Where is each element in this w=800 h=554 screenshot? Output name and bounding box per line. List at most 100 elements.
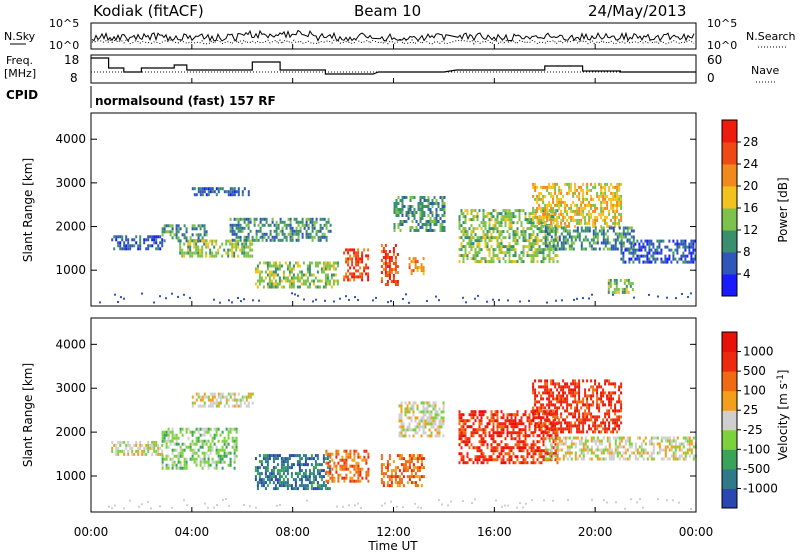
echo-cell [177, 436, 180, 440]
echo-cell [294, 487, 297, 491]
echo-cell [271, 238, 274, 242]
echo-cell [496, 413, 499, 417]
echo-cell [177, 466, 180, 470]
echo-cell [464, 254, 467, 258]
echo-cell [316, 481, 319, 485]
echo-cell [536, 218, 539, 222]
echo-cell [235, 235, 238, 239]
echo-cell [546, 188, 549, 192]
echo-cell [316, 285, 319, 289]
echo-cell [464, 251, 467, 255]
echo-cell [484, 242, 487, 246]
echo-cell [490, 413, 493, 417]
echo-cell [554, 232, 557, 236]
echo-cell [384, 256, 387, 259]
echo-cell [508, 413, 511, 417]
echo-cell [558, 200, 561, 204]
echo-cell [584, 394, 587, 398]
echo-cell [590, 188, 593, 192]
echo-cell [582, 229, 585, 233]
echo-cell [209, 392, 212, 396]
echo-cell [235, 223, 238, 227]
echo-cell [544, 424, 547, 428]
echo-cell [239, 217, 242, 221]
echo-cell [532, 221, 535, 225]
echo-cell [614, 191, 617, 195]
echo-cell [542, 230, 545, 234]
echo-cell [578, 412, 581, 416]
echo-cell [616, 182, 619, 186]
echo-cell [323, 235, 326, 239]
echo-cell [355, 464, 358, 468]
echo-cell [542, 242, 545, 246]
echo-cell [163, 457, 166, 461]
echo-cell [388, 274, 391, 277]
echo-cell [576, 206, 579, 210]
echo-cell [427, 229, 430, 232]
echo-cell [185, 427, 188, 431]
echo-cell [117, 452, 120, 456]
echo-cell [526, 245, 529, 249]
echo-cell [254, 457, 257, 461]
echo-cell [574, 188, 577, 192]
echo-cell [578, 454, 581, 458]
echo-cell [674, 457, 677, 461]
echo-cell [626, 239, 629, 243]
echo-cell [550, 209, 553, 213]
echo-cell [127, 443, 130, 447]
echo-cell [554, 406, 557, 410]
echo-cell [289, 220, 292, 224]
echo-cell [296, 460, 299, 464]
echo-cell [254, 267, 257, 271]
echo-cell [324, 484, 327, 488]
echo-cell [482, 212, 485, 216]
echo-cell [304, 475, 307, 479]
echo-cell [225, 427, 228, 431]
echo-cell [431, 202, 434, 205]
echo-cell [249, 242, 252, 246]
echo-cell [538, 412, 541, 416]
echo-cell [629, 281, 632, 285]
echo-cell [205, 254, 208, 258]
echo-cell [306, 270, 309, 274]
echo-cell [594, 442, 597, 446]
echo-cell [536, 446, 539, 450]
echo-cell [382, 472, 385, 476]
echo-cell [327, 473, 330, 477]
echo-cell [608, 403, 611, 407]
echo-cell [332, 279, 335, 283]
echo-cell [514, 254, 517, 258]
echo-cell [572, 229, 575, 233]
echo-cell [554, 437, 557, 441]
echo-cell [554, 236, 557, 240]
echo-cell [310, 273, 313, 277]
noise-cell [507, 299, 509, 302]
echo-cell [427, 208, 430, 211]
echo-cell [217, 190, 220, 194]
echo-cell [409, 199, 412, 202]
echo-cell [580, 436, 583, 440]
echo-cell [139, 443, 142, 447]
echo-cell [620, 200, 623, 204]
echo-cell [422, 466, 425, 470]
echo-cell [607, 284, 610, 288]
echo-cell [534, 242, 537, 246]
echo-cell [272, 457, 275, 461]
echo-cell [554, 209, 557, 213]
echo-cell [306, 285, 309, 289]
echo-cell [574, 457, 577, 461]
echo-cell [594, 203, 597, 207]
echo-cell [532, 446, 535, 450]
echo-cell [554, 218, 557, 222]
echo-cell [207, 187, 210, 191]
noise-cell [681, 293, 683, 295]
echo-cell [171, 466, 174, 470]
echo-cell [560, 430, 563, 434]
echo-cell [272, 487, 275, 491]
echo-cell [287, 232, 290, 236]
echo-cell [582, 403, 585, 407]
echo-cell [468, 419, 471, 423]
echo-cell [153, 449, 156, 453]
echo-cell [572, 400, 575, 404]
echo-cell [566, 448, 569, 452]
